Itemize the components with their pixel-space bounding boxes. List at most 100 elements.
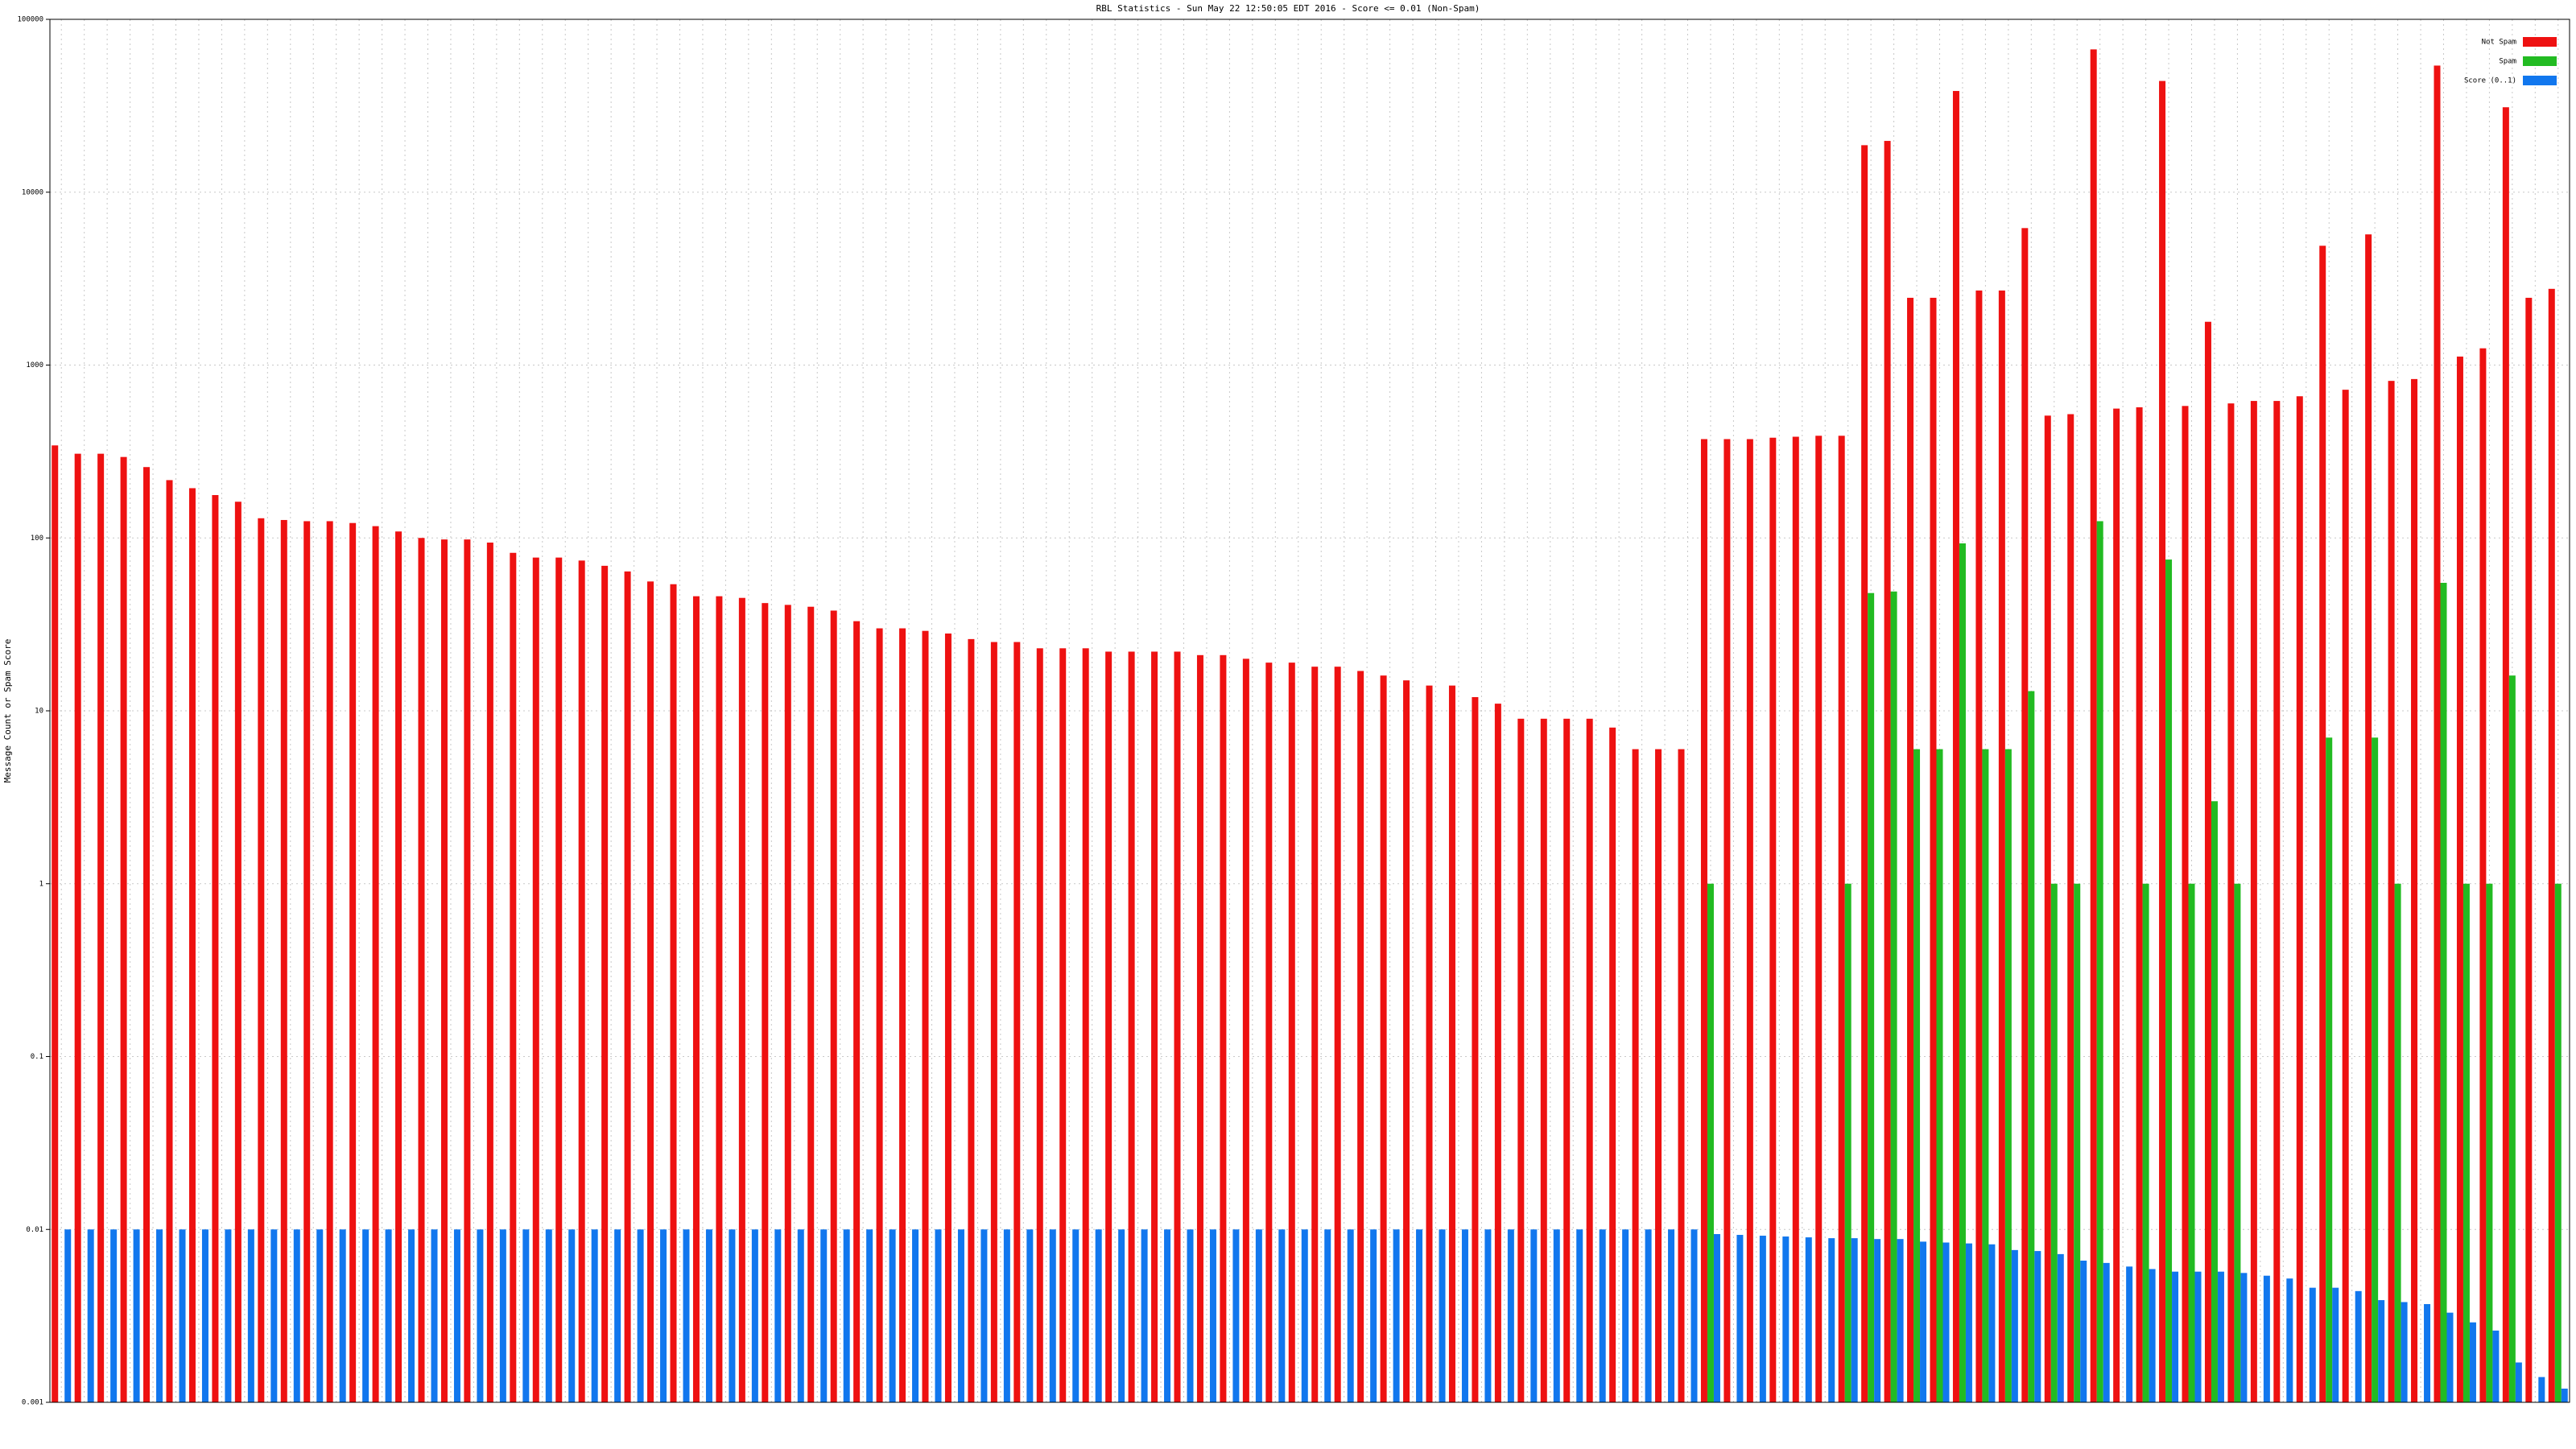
bar [1599,1229,1606,1402]
bar [2365,234,2372,1402]
bar [2388,381,2395,1402]
bar [1242,658,1249,1402]
bar [1174,651,1181,1402]
bar [440,539,448,1402]
bar [2309,1287,2316,1402]
bar [477,1229,484,1402]
bar [52,445,59,1402]
bar [486,543,493,1403]
bar [601,565,609,1402]
bar [2486,883,2493,1402]
bar [1370,1229,1377,1402]
bar [2227,403,2235,1402]
bar [1072,1229,1080,1402]
bar [453,1229,460,1402]
bar [1965,1243,1972,1402]
bar [522,1229,530,1402]
bar [2021,228,2029,1403]
bar [2319,246,2326,1402]
bar [716,596,723,1402]
bar [2211,801,2218,1402]
bar [807,606,815,1402]
bar [1988,1244,1996,1402]
bar [729,1229,736,1402]
bar [1380,675,1387,1402]
bar [1668,1229,1675,1402]
bar [1769,437,1777,1402]
bar [1324,1229,1331,1402]
bar [866,1229,873,1402]
bar [912,1229,919,1402]
bar [179,1229,186,1402]
bar [1220,654,1227,1402]
bar [2286,1278,2293,1402]
bar [1622,1229,1629,1402]
bar [1036,648,1043,1402]
bar [2554,883,2562,1402]
bar [2434,65,2441,1403]
bar [2057,1253,2064,1402]
legend-swatch [2523,56,2557,66]
bar [2411,378,2418,1403]
bar [2525,297,2533,1403]
bar [234,502,242,1403]
bar [1645,1229,1652,1402]
bar [1759,1236,1766,1402]
bar [408,1229,415,1402]
bar [362,1229,369,1402]
bar [1913,749,1921,1402]
bar [1707,883,1714,1402]
bar [2113,408,2120,1402]
bar [2149,1269,2156,1402]
bar [1118,1229,1125,1402]
bar [2548,288,2555,1402]
bar [614,1229,621,1402]
bar [1082,648,1089,1402]
bar [624,571,631,1403]
bar [1884,141,1891,1403]
bar [270,1229,278,1402]
bar [820,1229,828,1402]
bar [762,603,769,1402]
bar [110,1229,118,1402]
bar [545,1229,552,1402]
bar [2440,583,2447,1402]
bar [2188,883,2195,1402]
bar [64,1229,72,1402]
bar [1942,1242,1950,1402]
bar [1553,1229,1560,1402]
bar [2172,1271,2179,1402]
bar [326,521,333,1402]
bar [2011,1249,2018,1402]
bar [2355,1290,2362,1402]
bar [591,1229,598,1402]
bar [2050,883,2058,1402]
bar [2479,348,2487,1402]
bar [120,456,127,1403]
bar [2394,883,2401,1402]
bar [1095,1229,1102,1402]
bar [2096,521,2103,1402]
chart-title: RBL Statistics - Sun May 22 12:50:05 EDT… [1096,3,1480,14]
bar [1815,436,1823,1402]
bar [1416,1229,1423,1402]
bar [2538,1377,2545,1402]
bar [87,1229,94,1402]
bar [2126,1266,2133,1402]
bar [1868,592,1875,1402]
bar [797,1229,804,1402]
bar [212,494,219,1402]
bar [1288,663,1295,1402]
bar [431,1229,438,1402]
bar [683,1229,690,1402]
bar [2492,1330,2500,1402]
bar [2080,1261,2087,1402]
bar [1347,1229,1354,1402]
bar [568,1229,576,1402]
bar [1838,436,1845,1402]
bar [1059,648,1067,1402]
bar [660,1229,667,1402]
bar [1844,883,1852,1402]
bar [2044,415,2051,1402]
bar [2456,356,2463,1402]
